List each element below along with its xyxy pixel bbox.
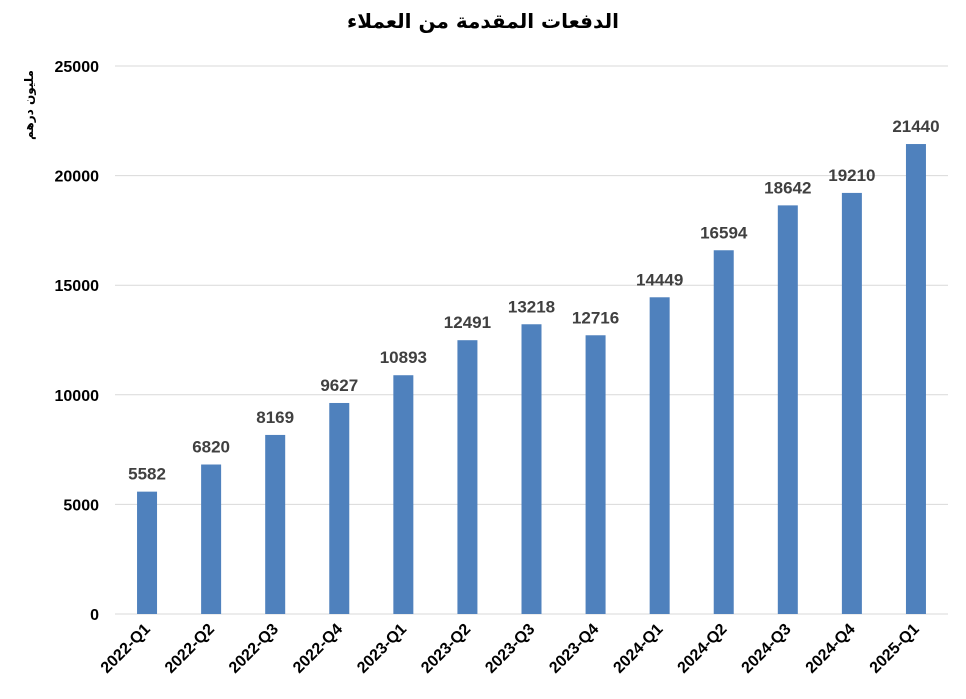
bar <box>137 491 158 614</box>
data-labels: 5582 6820 8169 9627 10893 12491 13218 12716 1444… <box>128 117 939 484</box>
y-tick-label: 20000 <box>55 169 100 186</box>
x-tick-label: 2023-Q2 <box>418 621 474 677</box>
y-axis-label: مليون درهم <box>22 70 37 140</box>
data-label: 12491 <box>444 313 491 332</box>
x-tick-label: 2024-Q3 <box>739 621 795 677</box>
data-label: 16594 <box>700 223 748 242</box>
data-label: 19210 <box>828 166 875 185</box>
bar <box>905 144 926 614</box>
x-tick-label: 2022-Q3 <box>226 621 282 677</box>
bar <box>201 464 222 614</box>
data-label: 9627 <box>320 376 358 395</box>
y-axis-ticks: 0 5000 10000 15000 20000 25000 <box>55 59 100 624</box>
data-label: 10893 <box>380 348 427 367</box>
bar <box>329 402 350 614</box>
data-label: 8169 <box>256 408 294 427</box>
bars <box>137 144 926 614</box>
data-label: 14449 <box>636 270 683 289</box>
y-tick-label: 5000 <box>63 497 99 514</box>
data-label: 18642 <box>764 178 811 197</box>
x-tick-label: 2023-Q1 <box>354 621 410 677</box>
data-label: 12716 <box>572 308 619 327</box>
data-label: 5582 <box>128 465 166 484</box>
x-tick-label: 2023-Q3 <box>482 621 538 677</box>
y-tick-label: 10000 <box>55 388 100 405</box>
x-tick-label: 2024-Q1 <box>610 621 666 677</box>
bar <box>841 192 862 614</box>
bar <box>713 250 734 614</box>
x-tick-label: 2022-Q4 <box>290 621 346 677</box>
x-tick-label: 2022-Q2 <box>162 621 218 677</box>
data-label: 6820 <box>192 438 230 457</box>
x-tick-label: 2024-Q4 <box>803 621 859 677</box>
data-label: 21440 <box>892 117 939 136</box>
y-tick-label: 0 <box>90 607 99 624</box>
bar <box>521 324 542 614</box>
y-tick-label: 25000 <box>55 59 100 76</box>
data-label: 13218 <box>508 297 555 316</box>
x-tick-label: 2023-Q4 <box>546 621 602 677</box>
bar <box>585 335 606 614</box>
x-tick-label: 2025-Q1 <box>867 621 923 677</box>
y-tick-label: 15000 <box>55 278 100 295</box>
x-tick-label: 2024-Q2 <box>675 621 731 677</box>
bar <box>777 205 798 614</box>
bar <box>265 434 286 614</box>
bar <box>649 297 670 614</box>
x-axis-ticks: 2022-Q1 2022-Q2 2022-Q3 2022-Q4 2023-Q1 2023-… <box>98 621 923 677</box>
bar <box>393 375 414 614</box>
x-tick-label: 2022-Q1 <box>98 621 154 677</box>
chart-title: الدفعات المقدمة من العملاء <box>347 9 619 33</box>
bar <box>457 340 478 614</box>
